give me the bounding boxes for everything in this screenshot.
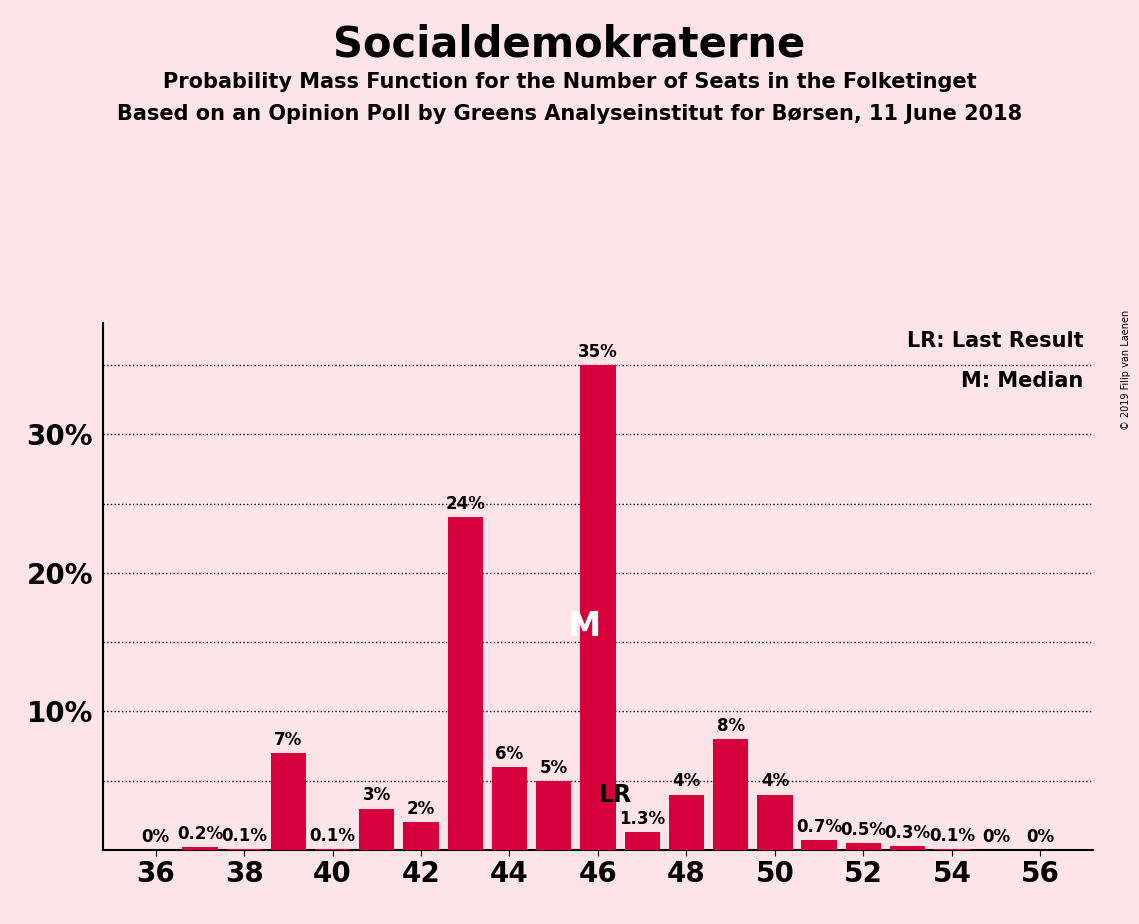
Text: 0%: 0% xyxy=(141,828,170,846)
Bar xyxy=(536,781,572,850)
Text: Socialdemokraterne: Socialdemokraterne xyxy=(334,23,805,65)
Bar xyxy=(227,848,262,850)
Bar xyxy=(359,808,394,850)
Text: M: M xyxy=(568,611,601,643)
Bar xyxy=(314,848,351,850)
Text: 0%: 0% xyxy=(1026,828,1055,846)
Text: 1.3%: 1.3% xyxy=(620,810,665,828)
Text: 0.3%: 0.3% xyxy=(885,824,931,842)
Bar xyxy=(580,365,616,850)
Text: M: Median: M: Median xyxy=(961,371,1083,391)
Text: 7%: 7% xyxy=(274,731,303,748)
Text: 0.5%: 0.5% xyxy=(841,821,886,839)
Text: 6%: 6% xyxy=(495,745,524,763)
Text: 24%: 24% xyxy=(445,495,485,514)
Bar xyxy=(492,767,527,850)
Bar xyxy=(669,795,704,850)
Text: © 2019 Filip van Laenen: © 2019 Filip van Laenen xyxy=(1121,310,1131,430)
Text: 0.1%: 0.1% xyxy=(221,827,267,845)
Bar xyxy=(624,832,659,850)
Text: LR: Last Result: LR: Last Result xyxy=(907,332,1083,351)
Text: Based on an Opinion Poll by Greens Analyseinstitut for Børsen, 11 June 2018: Based on an Opinion Poll by Greens Analy… xyxy=(117,104,1022,125)
Bar xyxy=(448,517,483,850)
Text: 4%: 4% xyxy=(761,772,789,791)
Text: 2%: 2% xyxy=(407,800,435,819)
Bar xyxy=(403,822,439,850)
Text: 4%: 4% xyxy=(672,772,700,791)
Text: 0.7%: 0.7% xyxy=(796,819,842,836)
Text: 0%: 0% xyxy=(982,828,1010,846)
Text: 8%: 8% xyxy=(716,717,745,736)
Bar xyxy=(182,847,218,850)
Bar xyxy=(890,846,925,850)
Text: LR: LR xyxy=(599,784,632,808)
Bar xyxy=(845,843,882,850)
Bar xyxy=(802,841,837,850)
Bar xyxy=(271,753,306,850)
Text: 0.2%: 0.2% xyxy=(177,825,223,843)
Text: 35%: 35% xyxy=(579,343,617,361)
Text: 5%: 5% xyxy=(540,759,568,776)
Text: 3%: 3% xyxy=(362,786,391,804)
Text: 0.1%: 0.1% xyxy=(929,827,975,845)
Text: 0.1%: 0.1% xyxy=(310,827,355,845)
Bar xyxy=(934,848,969,850)
Bar xyxy=(757,795,793,850)
Bar xyxy=(713,739,748,850)
Text: Probability Mass Function for the Number of Seats in the Folketinget: Probability Mass Function for the Number… xyxy=(163,72,976,92)
